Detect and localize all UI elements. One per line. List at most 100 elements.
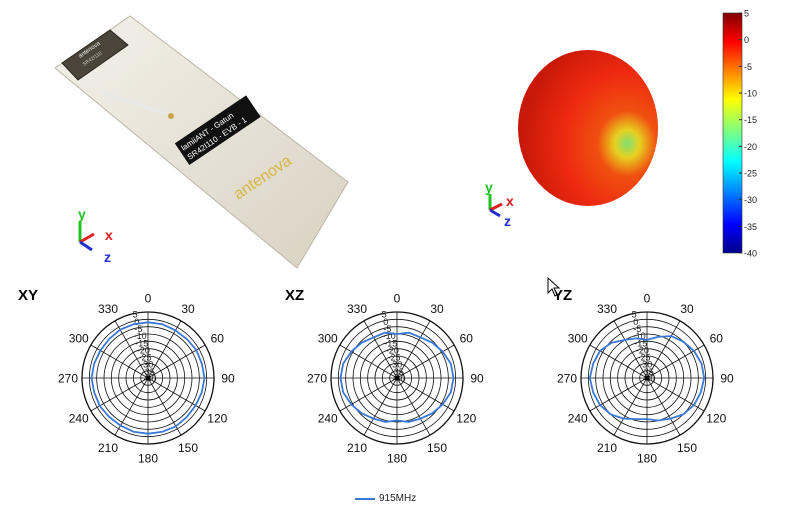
angle-tick-label: 300	[69, 332, 89, 346]
angular-gridline	[339, 344, 398, 379]
radial-tick-label: -5	[633, 324, 641, 334]
radial-tick-label: -35	[391, 367, 404, 377]
radial-tick-label: -15	[135, 338, 148, 348]
angular-gridline	[396, 344, 455, 379]
colorbar-tick-label: -40	[744, 249, 757, 259]
feed-point	[168, 113, 174, 119]
polar-center	[394, 375, 400, 381]
svg-text:y: y	[78, 206, 86, 222]
angle-tick-label: 0	[145, 292, 152, 306]
radial-tick-label: 0	[633, 317, 638, 327]
radial-tick-label: -10	[633, 331, 646, 341]
radial-tick-label: -20	[137, 345, 150, 355]
angle-tick-label: 0	[644, 292, 651, 306]
colorbar-tick-label: -35	[744, 222, 757, 232]
radial-tick-label: -30	[389, 360, 402, 370]
angle-tick-label: 180	[138, 452, 158, 466]
angle-tick-label: 150	[178, 441, 198, 455]
plot-title-xy: XY	[18, 287, 39, 304]
feed-trace	[99, 90, 171, 117]
angle-tick-label: 300	[318, 332, 338, 346]
radial-tick-label: -30	[140, 360, 153, 370]
radial-tick-label: 5	[632, 310, 637, 320]
angular-gridline	[646, 377, 681, 436]
angle-tick-label: 330	[347, 302, 367, 316]
svg-text:z: z	[104, 249, 111, 265]
angle-tick-label: 150	[677, 441, 697, 455]
polar-center	[145, 375, 151, 381]
series-915mhz-line	[588, 335, 706, 422]
angle-tick-label: 240	[69, 412, 89, 426]
angular-gridline	[396, 320, 431, 379]
angular-gridline	[646, 320, 681, 379]
radial-tick-label: -35	[142, 367, 155, 377]
antenna-board-render: antenova SR42I110 lamiiANT - Gatun SR42I…	[54, 15, 349, 269]
radial-tick-label: -5	[134, 324, 142, 334]
angle-tick-label: 270	[557, 372, 577, 386]
angle-tick-label: 90	[221, 372, 235, 386]
colorbar: 5 0 -5 -10 -15 -20 -25 -30 -35 -40	[722, 9, 757, 259]
radial-tick-label: -25	[388, 353, 401, 363]
colorbar-tick-label: 5	[744, 9, 749, 19]
series-915mhz-line	[339, 331, 455, 423]
radial-tick-label: 5	[133, 310, 138, 320]
radial-tick-label: 5	[382, 310, 387, 320]
angle-tick-label: 60	[710, 332, 724, 346]
angle-tick-label: 30	[680, 302, 694, 316]
angle-tick-label: 210	[347, 441, 367, 455]
radial-tick-label: -35	[641, 367, 654, 377]
angle-tick-label: 270	[58, 372, 78, 386]
angle-tick-label: 240	[318, 412, 338, 426]
pattern-sphere	[518, 50, 658, 206]
angular-gridline	[363, 377, 398, 436]
angle-tick-label: 120	[706, 412, 726, 426]
svg-text:y: y	[485, 179, 493, 195]
angular-gridline	[613, 377, 648, 436]
radial-tick-label: -15	[634, 338, 647, 348]
angle-tick-label: 60	[460, 332, 474, 346]
angular-gridline	[339, 377, 398, 412]
svg-text:x: x	[105, 227, 113, 243]
angle-tick-label: 30	[430, 302, 444, 316]
angle-tick-label: 120	[456, 412, 476, 426]
angle-tick-label: 240	[568, 412, 588, 426]
radial-tick-label: -5	[383, 324, 391, 334]
radial-tick-label: -30	[639, 360, 652, 370]
colorbar-tick-label: -25	[744, 169, 757, 179]
radial-tick-label: -20	[636, 345, 649, 355]
legend: 915MHz	[355, 493, 416, 504]
angle-tick-label: 330	[98, 302, 118, 316]
3d-radiation-pattern: y x z	[485, 50, 658, 229]
angle-tick-label: 0	[394, 292, 401, 306]
axes-triad-right: y x z	[485, 179, 514, 229]
angle-tick-label: 210	[98, 441, 118, 455]
angle-tick-label: 180	[637, 452, 657, 466]
colorbar-tick-label: -10	[744, 89, 757, 99]
colorbar-tick-label: -30	[744, 195, 757, 205]
radial-tick-label: 0	[383, 317, 388, 327]
radial-tick-label: -25	[139, 353, 152, 363]
angle-tick-label: 210	[597, 441, 617, 455]
mouse-cursor-icon	[547, 277, 561, 297]
legend-line-915mhz	[355, 497, 375, 500]
angle-tick-label: 180	[387, 452, 407, 466]
svg-text:x: x	[506, 193, 514, 209]
legend-label: 915MHz	[379, 493, 417, 504]
angle-tick-label: 90	[470, 372, 484, 386]
angular-gridline	[363, 320, 398, 379]
angle-tick-label: 90	[720, 372, 734, 386]
svg-text:z: z	[504, 213, 511, 229]
radial-tick-label: 0	[134, 317, 139, 327]
angle-tick-label: 300	[568, 332, 588, 346]
angle-tick-label: 60	[211, 332, 225, 346]
angular-gridline	[396, 377, 431, 436]
angular-gridline	[396, 377, 455, 412]
series-915mhz-line	[90, 321, 206, 435]
radial-tick-label: -15	[384, 338, 397, 348]
colorbar-tick-label: 0	[744, 35, 749, 45]
chip-antenna-module	[61, 29, 129, 81]
angle-tick-label: 270	[307, 372, 327, 386]
radial-tick-label: -10	[383, 331, 396, 341]
